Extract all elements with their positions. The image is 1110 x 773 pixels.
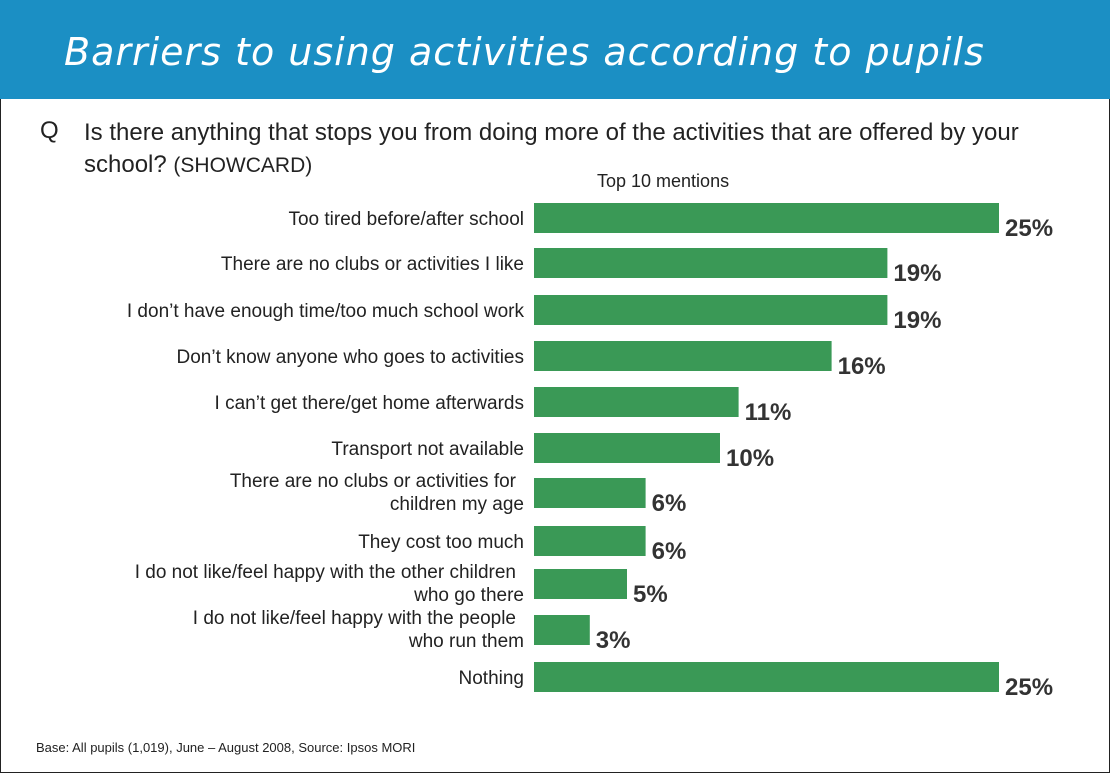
data-label: 19%: [893, 260, 941, 287]
question-body: Is there anything that stops you from do…: [84, 119, 1019, 178]
category-label: Don’t know anyone who goes to activities: [177, 347, 524, 368]
bar: [534, 248, 888, 278]
bar: [534, 615, 590, 645]
source-footnote: Base: All pupils (1,019), June – August …: [36, 740, 416, 755]
bar: [534, 569, 627, 599]
bar: [534, 387, 739, 417]
data-label: 3%: [596, 627, 631, 654]
category-label: I don’t have enough time/too much school…: [127, 301, 525, 322]
data-label: 6%: [652, 490, 687, 517]
category-label: Nothing: [459, 668, 525, 689]
data-label: 25%: [1005, 674, 1053, 701]
category-label: I do not like/feel happy with the other …: [135, 562, 524, 606]
data-label: 25%: [1005, 215, 1053, 242]
question-marker: Q: [40, 117, 59, 144]
question-tag: (SHOWCARD): [173, 154, 313, 177]
bar: [534, 662, 999, 692]
category-label: There are no clubs or activities I like: [221, 254, 524, 275]
category-label: I can’t get there/get home afterwards: [215, 393, 524, 414]
data-label: 6%: [652, 538, 687, 565]
bar: [534, 433, 720, 463]
category-label: I do not like/feel happy with the people…: [193, 608, 524, 652]
data-label: 10%: [726, 445, 774, 472]
data-label: 5%: [633, 581, 668, 608]
chart-subtitle: Top 10 mentions: [597, 171, 730, 191]
data-label: 11%: [745, 399, 792, 426]
title-banner: Barriers to using activities according t…: [0, 0, 1110, 99]
question-text: Is there anything that stops you from do…: [84, 117, 1064, 182]
slide-title: Barriers to using activities according t…: [64, 30, 985, 74]
bar: [534, 203, 999, 233]
bar: [534, 478, 646, 508]
bar: [534, 295, 888, 325]
category-label: Transport not available: [331, 439, 524, 460]
category-label: There are no clubs or activities for chil…: [230, 471, 524, 515]
category-label: They cost too much: [358, 532, 524, 553]
data-label: 19%: [893, 307, 941, 334]
category-label: Too tired before/after school: [288, 209, 524, 230]
bar: [534, 526, 646, 556]
bar: [534, 341, 832, 371]
data-label: 16%: [838, 353, 886, 380]
